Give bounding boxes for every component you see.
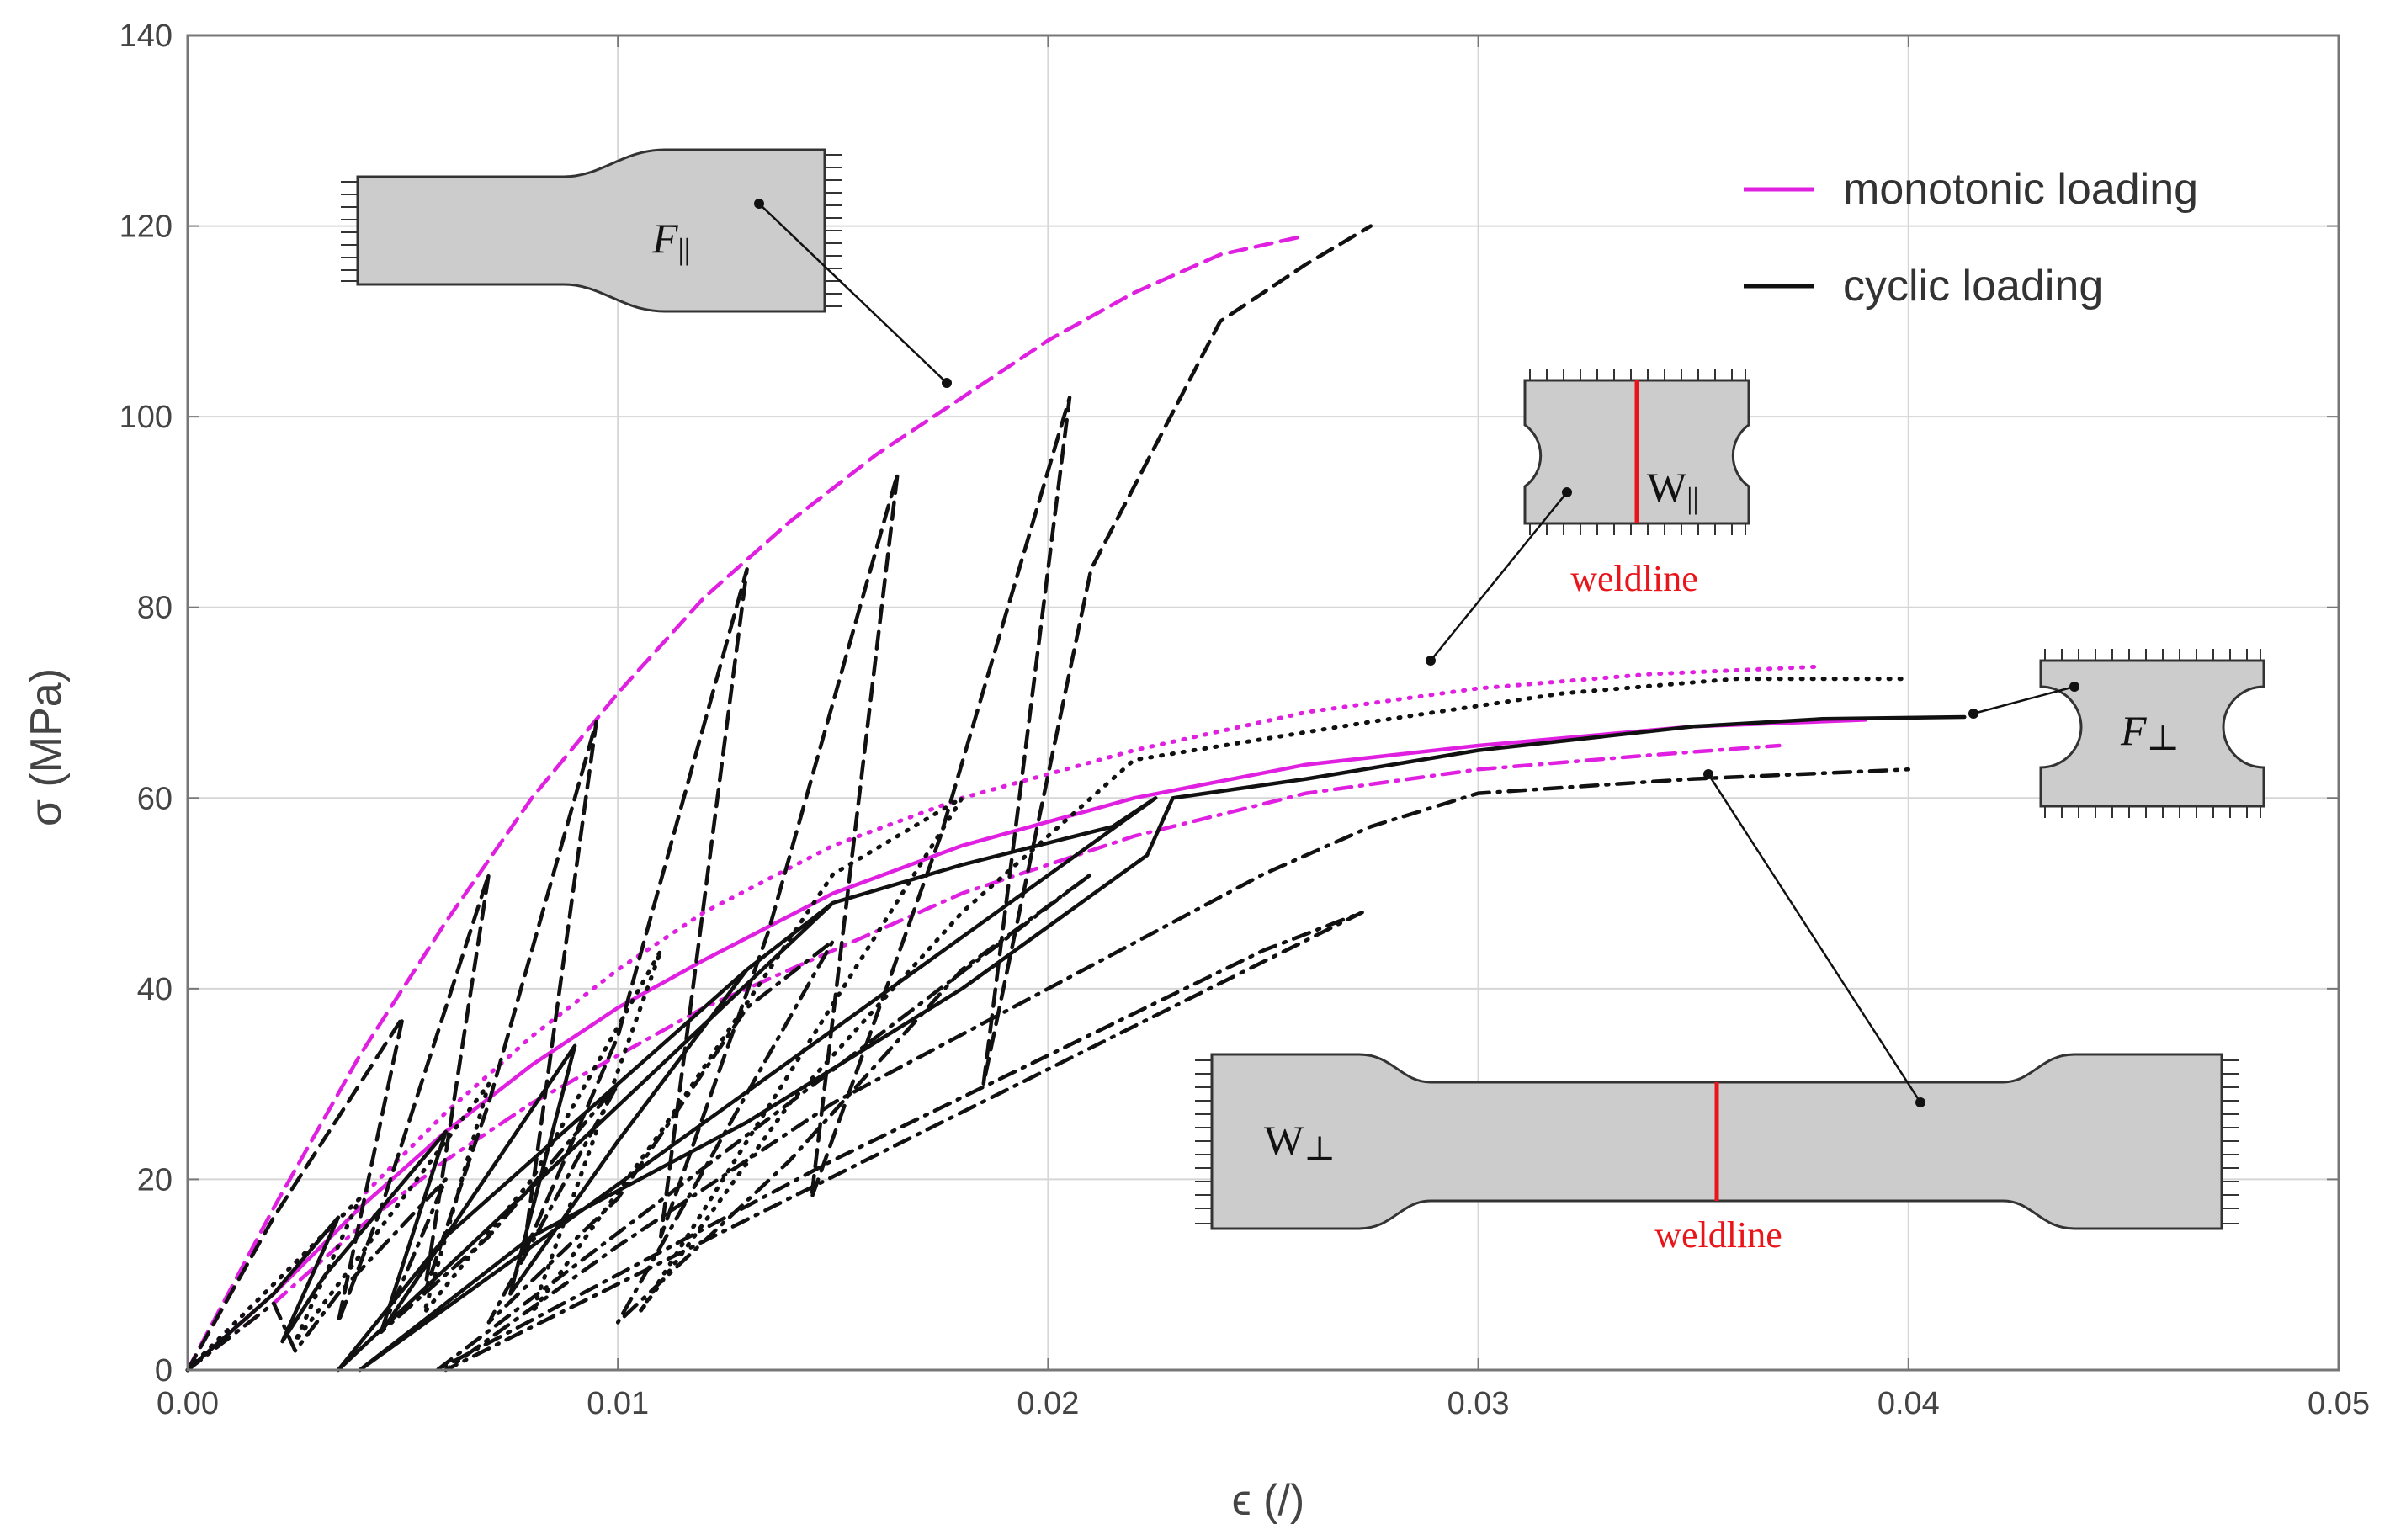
- specimen-w-perpendicular-label: W⊥: [1264, 1117, 1336, 1167]
- specimen-f-perpendicular: F⊥: [1968, 649, 2265, 818]
- series-line-fparallel-monotonic: [185, 233, 1309, 1373]
- leader-dot: [1562, 487, 1572, 497]
- leader-dot: [1703, 769, 1713, 779]
- weldline-label-w-parallel: weldline: [1570, 558, 1698, 599]
- specimen-f-perpendicular-label: F⊥: [2120, 707, 2180, 758]
- plot-frame: [186, 34, 2340, 1372]
- x-tick-label: 0.01: [587, 1386, 649, 1421]
- leader-line-f-parallel: [758, 203, 948, 384]
- x-tick-label: 0.03: [1447, 1386, 1510, 1421]
- y-tick-label: 0: [155, 1353, 173, 1389]
- series-line-wparallel-cyclic: [185, 677, 1911, 1373]
- leader-dot: [754, 199, 764, 209]
- legend-label-monotonic: monotonic loading: [1843, 165, 2198, 214]
- specimen-f-parallel-shape: [356, 148, 826, 313]
- load-arrows: [1195, 1059, 2239, 1224]
- load-arrows: [2044, 649, 2261, 818]
- leader-dot: [2069, 682, 2079, 692]
- load-arrows: [1529, 369, 1746, 535]
- leader-dot: [1426, 656, 1436, 666]
- y-tick-label: 60: [137, 781, 173, 816]
- x-tick-labels: 0.00 0.01 0.02 0.03 0.04 0.05: [157, 1386, 2370, 1421]
- series-line-fperpendicular-monotonic: [185, 718, 1867, 1373]
- y-tick-labels: 0 20 40 60 80 100 120 140: [120, 19, 173, 1389]
- y-axis-label: σ (MPa): [22, 668, 71, 826]
- y-tick-label: 20: [137, 1162, 173, 1197]
- x-tick-label: 0.04: [1878, 1386, 1940, 1421]
- load-arrows: [341, 154, 842, 307]
- specimen-f-parallel: F||: [341, 148, 952, 388]
- specimen-f-parallel-label: F||: [651, 215, 690, 266]
- series-line-wperpendicular-cyclic: [185, 767, 1911, 1373]
- specimen-w-parallel-label: W||: [1647, 464, 1699, 515]
- y-tick-label: 80: [137, 591, 173, 626]
- ticks: [187, 35, 2340, 1371]
- series-line-fparallel-cyclic: [185, 224, 1373, 1373]
- specimen-w-perpendicular: W⊥ weldline: [1195, 769, 2239, 1256]
- series-layer: [185, 224, 1967, 1373]
- leader-line-w-perpendicular: [1707, 773, 1922, 1103]
- y-tick-label: 140: [120, 19, 173, 54]
- y-tick-label: 100: [120, 400, 173, 435]
- leader-line-f-perpendicular: [1973, 685, 2075, 715]
- legend-label-cyclic: cyclic loading: [1843, 262, 2103, 311]
- x-tick-label: 0.00: [157, 1386, 219, 1421]
- series-line-wparallel-monotonic: [185, 664, 1825, 1373]
- y-tick-label: 40: [137, 972, 173, 1007]
- weldline-label-w-perpendicular: weldline: [1654, 1214, 1782, 1256]
- leader-line-w-parallel: [1430, 491, 1568, 661]
- leader-dot: [942, 378, 952, 388]
- x-axis-label: ϵ (/): [1232, 1476, 1305, 1525]
- x-tick-label: 0.02: [1017, 1386, 1079, 1421]
- y-tick-label: 120: [120, 210, 173, 245]
- specimen-w-parallel: W|| weldline: [1426, 369, 1750, 666]
- leader-dot: [1915, 1097, 1925, 1107]
- leader-dot: [1968, 709, 1978, 719]
- legend: monotonic loading cyclic loading: [1744, 165, 2198, 311]
- series-line-fperpendicular-cyclic: [185, 714, 1967, 1373]
- specimen-f-perpendicular-shape: [2039, 659, 2265, 808]
- x-tick-label: 0.05: [2308, 1386, 2370, 1421]
